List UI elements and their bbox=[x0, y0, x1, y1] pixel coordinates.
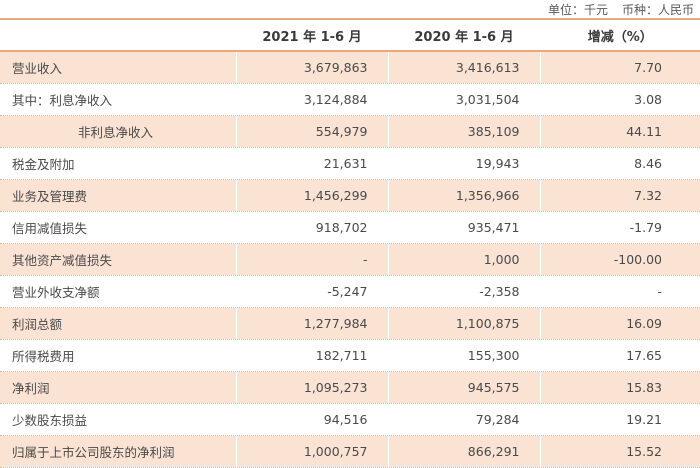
value-2021: - bbox=[235, 243, 388, 276]
row-label: 其他资产减值损失 bbox=[0, 243, 236, 276]
value-change: 17.65 bbox=[539, 339, 700, 372]
table-row: 净利润 1,095,273 945,575 15.83 bbox=[0, 371, 700, 404]
header-item bbox=[0, 18, 236, 52]
value-change: 15.52 bbox=[539, 435, 700, 468]
value-2020: 3,031,504 bbox=[387, 83, 540, 116]
table-row: 所得税费用 182,711 155,300 17.65 bbox=[0, 339, 700, 372]
value-2021: 3,124,884 bbox=[235, 83, 388, 116]
value-change: 15.83 bbox=[539, 371, 700, 404]
row-label: 营业外收支净额 bbox=[0, 275, 236, 308]
table-row: 归属于上市公司股东的净利润 1,000,757 866,291 15.52 bbox=[0, 435, 700, 468]
row-label: 所得税费用 bbox=[0, 339, 236, 372]
value-change: 7.70 bbox=[539, 51, 700, 84]
value-2021: 1,277,984 bbox=[235, 307, 388, 340]
value-2020: 935,471 bbox=[387, 211, 540, 244]
value-change: 19.21 bbox=[539, 403, 700, 436]
header-change: 增减（%） bbox=[539, 18, 700, 52]
header-2021: 2021 年 1-6 月 bbox=[235, 18, 388, 52]
header-2020: 2020 年 1-6 月 bbox=[387, 18, 540, 52]
row-label: 其中：利息净收入 bbox=[0, 83, 236, 116]
value-2020: 155,300 bbox=[387, 339, 540, 372]
value-change: -1.79 bbox=[539, 211, 700, 244]
value-2020: 1,356,966 bbox=[387, 179, 540, 212]
table-row: 少数股东损益 94,516 79,284 19.21 bbox=[0, 403, 700, 436]
value-2021: 182,711 bbox=[235, 339, 388, 372]
value-2021: 1,095,273 bbox=[235, 371, 388, 404]
row-label: 信用减值损失 bbox=[0, 211, 236, 244]
row-label: 营业收入 bbox=[0, 51, 236, 84]
value-2020: 385,109 bbox=[387, 115, 540, 148]
value-change: 3.08 bbox=[539, 83, 700, 116]
currency-label: 币种：人民币 bbox=[621, 2, 694, 17]
income-table: 2021 年 1-6 月 2020 年 1-6 月 增减（%） 营业收入 3,6… bbox=[0, 18, 700, 468]
value-2020: 945,575 bbox=[387, 371, 540, 404]
value-2020: -2,358 bbox=[387, 275, 540, 308]
row-label: 净利润 bbox=[0, 371, 236, 404]
table-row: 营业收入 3,679,863 3,416,613 7.70 bbox=[0, 51, 700, 84]
value-change: 16.09 bbox=[539, 307, 700, 340]
value-2020: 79,284 bbox=[387, 403, 540, 436]
unit-line: 单位：千元 币种：人民币 bbox=[0, 0, 700, 18]
value-change: -100.00 bbox=[539, 243, 700, 276]
table-row: 其他资产减值损失 - 1,000 -100.00 bbox=[0, 243, 700, 276]
value-2020: 19,943 bbox=[387, 147, 540, 180]
value-2020: 1,000 bbox=[387, 243, 540, 276]
value-change: 44.11 bbox=[539, 115, 700, 148]
value-2021: 94,516 bbox=[235, 403, 388, 436]
table-row: 非利息净收入 554,979 385,109 44.11 bbox=[0, 115, 700, 148]
value-change: - bbox=[539, 275, 700, 308]
row-label: 归属于上市公司股东的净利润 bbox=[0, 435, 236, 468]
table-row: 其中：利息净收入 3,124,884 3,031,504 3.08 bbox=[0, 83, 700, 116]
value-2021: 3,679,863 bbox=[235, 51, 388, 84]
value-2021: 918,702 bbox=[235, 211, 388, 244]
value-2020: 866,291 bbox=[387, 435, 540, 468]
row-label: 业务及管理费 bbox=[0, 179, 236, 212]
header-row: 2021 年 1-6 月 2020 年 1-6 月 增减（%） bbox=[0, 18, 700, 52]
row-label: 税金及附加 bbox=[0, 147, 236, 180]
value-change: 8.46 bbox=[539, 147, 700, 180]
row-label: 利润总额 bbox=[0, 307, 236, 340]
value-2020: 1,100,875 bbox=[387, 307, 540, 340]
unit-label: 单位：千元 bbox=[547, 2, 608, 17]
table-row: 信用减值损失 918,702 935,471 -1.79 bbox=[0, 211, 700, 244]
value-2021: 1,456,299 bbox=[235, 179, 388, 212]
value-change: 7.32 bbox=[539, 179, 700, 212]
table-row: 利润总额 1,277,984 1,100,875 16.09 bbox=[0, 307, 700, 340]
value-2021: 21,631 bbox=[235, 147, 388, 180]
value-2021: 1,000,757 bbox=[235, 435, 388, 468]
value-2021: -5,247 bbox=[235, 275, 388, 308]
value-2021: 554,979 bbox=[235, 115, 388, 148]
row-label: 少数股东损益 bbox=[0, 403, 236, 436]
table-row: 营业外收支净额 -5,247 -2,358 - bbox=[0, 275, 700, 308]
table-row: 税金及附加 21,631 19,943 8.46 bbox=[0, 147, 700, 180]
value-2020: 3,416,613 bbox=[387, 51, 540, 84]
row-label: 非利息净收入 bbox=[0, 115, 236, 148]
table-row: 业务及管理费 1,456,299 1,356,966 7.32 bbox=[0, 179, 700, 212]
